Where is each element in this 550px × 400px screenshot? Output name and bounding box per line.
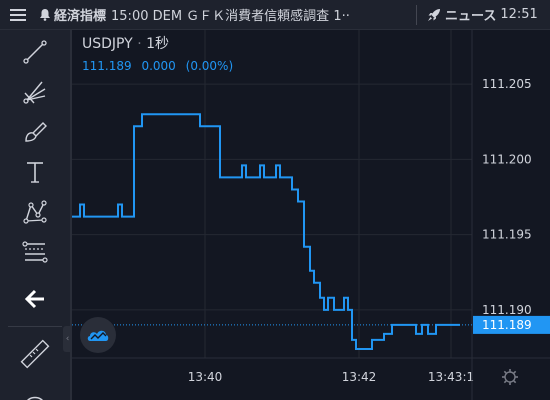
line-icon bbox=[23, 40, 47, 64]
rocket-icon bbox=[425, 0, 443, 30]
magnet-icon bbox=[27, 396, 43, 400]
chart-style-button[interactable] bbox=[80, 317, 116, 353]
text-tool[interactable] bbox=[0, 152, 70, 192]
pattern-icon bbox=[23, 200, 47, 224]
indicator-label: 経済指標 bbox=[54, 9, 107, 24]
top-bar: 経済指標 15:00 DEM ＧＦＫ消費者信頼感調査 1·· ニュース 12:5… bbox=[0, 0, 550, 30]
price-chart[interactable]: 111.205 111.200 111.195 111.190 13:40 13:42 13… bbox=[72, 30, 550, 400]
x-tick-label: 13:40 bbox=[188, 370, 223, 384]
back-tool[interactable] bbox=[0, 279, 70, 319]
settings-gear-icon[interactable] bbox=[502, 369, 518, 385]
menu-icon[interactable] bbox=[0, 0, 36, 30]
y-tick-label: 111.190 bbox=[482, 303, 532, 317]
y-tick-label: 111.205 bbox=[482, 77, 532, 91]
collapse-toolbar-button[interactable]: ‹ bbox=[63, 326, 72, 352]
brush-icon bbox=[25, 122, 47, 142]
chart-legend-values: 111.189 0.000 (0.00%) bbox=[82, 59, 239, 73]
trend-line-tool[interactable] bbox=[0, 32, 70, 72]
text-icon bbox=[27, 162, 43, 183]
y-tick-label: 111.200 bbox=[482, 152, 532, 166]
fan-icon bbox=[23, 81, 46, 104]
last-price-tag-label: 111.189 bbox=[482, 318, 532, 332]
legend-change: 0.000 bbox=[141, 59, 176, 73]
ruler-tool[interactable] bbox=[0, 334, 70, 374]
news-label: ニュース bbox=[445, 9, 497, 24]
interval-label: 1秒 bbox=[146, 36, 170, 52]
x-tick-label: 13:42 bbox=[342, 370, 377, 384]
toolbar-divider bbox=[8, 326, 62, 327]
chart-plot[interactable]: 111.205 111.200 111.195 111.190 13:40 13:42 13… bbox=[72, 30, 550, 400]
last-price-tag bbox=[473, 315, 550, 334]
legend-change-pct: (0.00%) bbox=[185, 59, 234, 73]
arrow-left-icon bbox=[24, 289, 44, 309]
news-ticker[interactable]: ニュース 12:51 bbox=[425, 0, 538, 30]
brush-tool[interactable] bbox=[0, 112, 70, 152]
legend-price: 111.189 bbox=[82, 59, 132, 73]
ruler-icon bbox=[20, 339, 50, 369]
fib-tool[interactable] bbox=[0, 232, 70, 272]
y-tick-label: 111.195 bbox=[482, 228, 532, 242]
chevron-left-icon: ‹ bbox=[65, 334, 70, 344]
topbar-divider bbox=[416, 4, 417, 25]
chart-legend-symbol[interactable]: USDJPY · 1秒 bbox=[82, 36, 170, 52]
price-series-line bbox=[72, 113, 460, 350]
drawing-toolbar: ‹ bbox=[0, 30, 72, 400]
x-tick-label: 13:43:1 bbox=[428, 370, 474, 384]
fib-icon bbox=[22, 241, 48, 263]
pattern-tool[interactable] bbox=[0, 192, 70, 232]
gann-fan-tool[interactable] bbox=[0, 72, 70, 112]
indicator-text: 15:00 DEM ＧＦＫ消費者信頼感調査 1·· bbox=[111, 9, 350, 24]
economic-indicator-ticker[interactable]: 経済指標 15:00 DEM ＧＦＫ消費者信頼感調査 1·· bbox=[36, 0, 406, 30]
news-time: 12:51 bbox=[500, 7, 538, 22]
symbol-name: USDJPY bbox=[82, 36, 133, 52]
cloud-chart-icon bbox=[87, 330, 109, 341]
bell-icon bbox=[36, 0, 54, 30]
magnet-tool[interactable] bbox=[0, 380, 70, 400]
